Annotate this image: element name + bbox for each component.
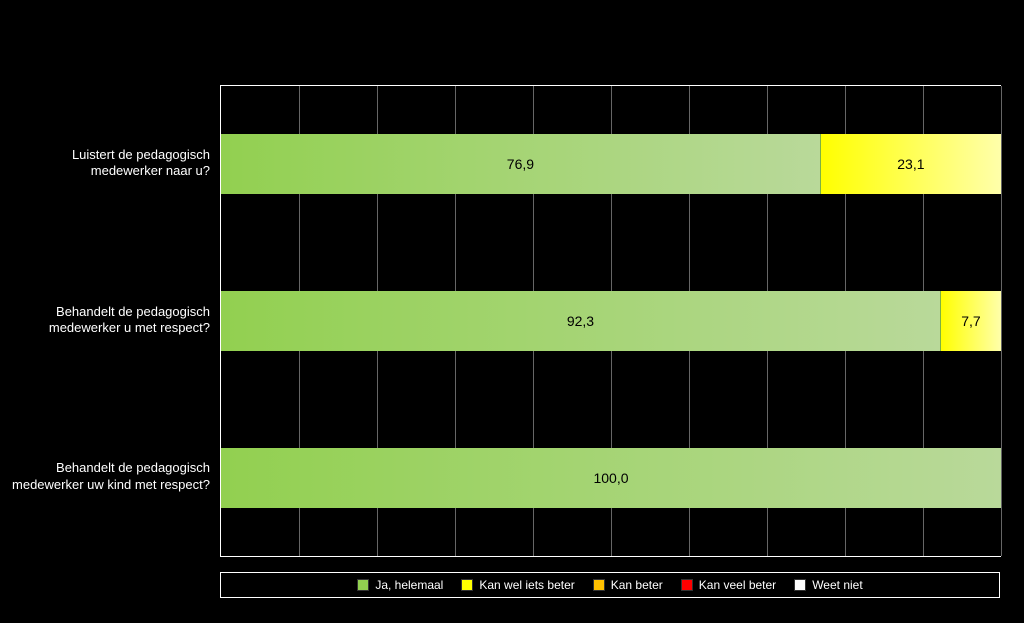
plot-area: 76,923,1 92,37,7 100,0 [220, 85, 1001, 557]
legend-swatch [357, 579, 369, 591]
bar-segment: 100,0 [221, 448, 1001, 508]
category-label: Behandelt de pedagogisch medewerker u me… [0, 290, 220, 350]
legend-swatch [681, 579, 693, 591]
category-label: Behandelt de pedagogisch medewerker uw k… [0, 447, 220, 507]
legend-swatch [794, 579, 806, 591]
legend-item: Weet niet [794, 578, 862, 592]
legend-label: Ja, helemaal [375, 578, 443, 592]
bar-segment: 23,1 [821, 134, 1001, 194]
legend-item: Ja, helemaal [357, 578, 443, 592]
legend-swatch [461, 579, 473, 591]
legend-label: Kan beter [611, 578, 663, 592]
bar-segment: 7,7 [941, 291, 1001, 351]
legend-item: Kan beter [593, 578, 663, 592]
legend-label: Weet niet [812, 578, 862, 592]
bar-segment: 92,3 [221, 291, 941, 351]
legend: Ja, helemaal Kan wel iets beter Kan beter K… [220, 572, 1000, 598]
category-label: Luistert de pedagogisch medewerker naar … [0, 133, 220, 193]
stacked-bar-chart: 76,923,1 92,37,7 100,0 Luistert de pedagog… [0, 0, 1024, 623]
bar-row: 100,0 [221, 448, 1001, 508]
legend-item: Kan wel iets beter [461, 578, 574, 592]
legend-swatch [593, 579, 605, 591]
bar-row: 76,923,1 [221, 134, 1001, 194]
bar-row: 92,37,7 [221, 291, 1001, 351]
legend-label: Kan wel iets beter [479, 578, 574, 592]
gridline [1001, 86, 1002, 556]
legend-label: Kan veel beter [699, 578, 776, 592]
bar-segment: 76,9 [221, 134, 821, 194]
legend-item: Kan veel beter [681, 578, 776, 592]
